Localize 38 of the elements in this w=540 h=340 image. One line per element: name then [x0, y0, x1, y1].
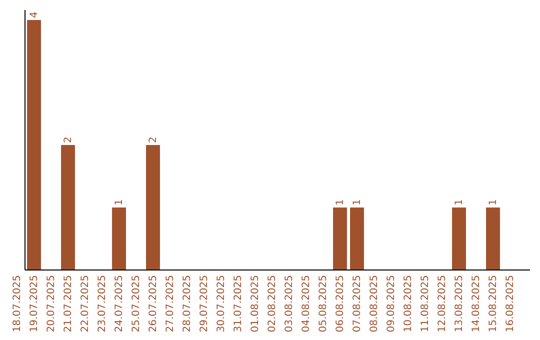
x-tick-label: 16.08.2025	[505, 275, 516, 332]
x-tick-label: 24.07.2025	[114, 275, 125, 332]
x-tick-label: 08.08.2025	[369, 275, 380, 332]
x-tick-label: 23.07.2025	[97, 275, 108, 332]
data-label: 1	[114, 199, 125, 206]
x-tick-label: 06.08.2025	[335, 275, 346, 332]
data-label: 1	[488, 199, 499, 206]
data-label: 1	[352, 199, 363, 206]
data-label: 2	[148, 136, 159, 143]
x-tick-label: 09.08.2025	[386, 275, 397, 332]
x-tick-label: 01.08.2025	[250, 275, 261, 332]
x-tick-label: 04.08.2025	[301, 275, 312, 332]
x-tick-label: 27.07.2025	[165, 275, 176, 332]
x-tick-label: 31.07.2025	[233, 275, 244, 332]
data-label: 1	[335, 199, 346, 206]
x-tick-label: 03.08.2025	[284, 275, 295, 332]
x-tick-label: 13.08.2025	[454, 275, 465, 332]
data-label: 4	[29, 12, 40, 18]
x-tick-label: 15.08.2025	[488, 275, 499, 332]
x-tick-label: 05.08.2025	[318, 275, 329, 332]
x-tick-label: 12.08.2025	[437, 275, 448, 332]
x-tick-label: 21.07.2025	[63, 275, 74, 332]
x-tick-label: 07.08.2025	[352, 275, 363, 332]
x-tick-label: 11.08.2025	[420, 275, 431, 332]
x-tick-label: 22.07.2025	[80, 275, 91, 332]
x-tick-label: 30.07.2025	[216, 275, 227, 332]
x-tick-label: 19.07.2025	[29, 275, 40, 332]
x-tick-label: 28.07.2025	[182, 275, 193, 332]
x-tick-label: 26.07.2025	[148, 275, 159, 332]
x-tick-label: 02.08.2025	[267, 275, 278, 332]
x-tick-label: 18.07.2025	[12, 275, 23, 332]
data-label: 1	[454, 199, 465, 206]
x-tick-label: 29.07.2025	[199, 275, 210, 332]
x-tick-label: 25.07.2025	[131, 275, 142, 332]
data-label: 2	[63, 136, 74, 143]
x-tick-label: 14.08.2025	[471, 275, 482, 332]
x-tick-label: 10.08.2025	[403, 275, 414, 332]
x-tick-label: 20.07.2025	[46, 275, 57, 332]
